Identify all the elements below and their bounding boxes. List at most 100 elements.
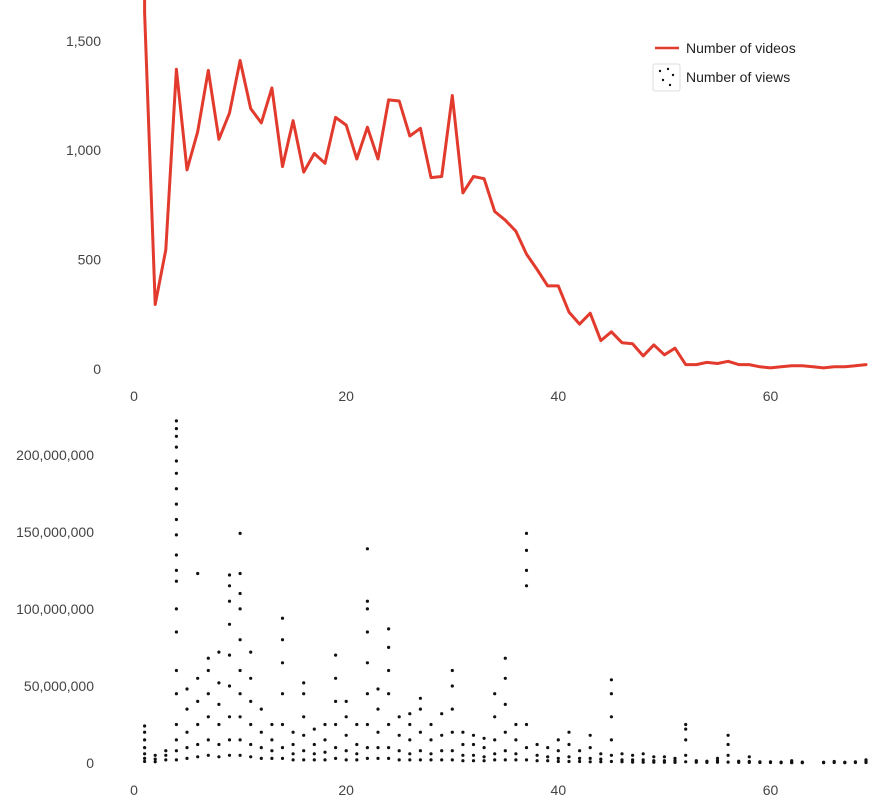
views-scatter-point: [578, 756, 582, 761]
views-scatter-point: [641, 760, 645, 764]
views-scatter-point: [206, 668, 210, 673]
views-scatter-point: [174, 459, 178, 463]
views-scatter-point: [174, 434, 178, 438]
views-scatter-point: [662, 759, 667, 763]
views-scatter-point: [291, 742, 295, 747]
views-scatter-point: [747, 759, 751, 764]
views-scatter-point: [631, 753, 635, 757]
views-scatter-point: [302, 733, 306, 737]
views-scatter-point: [588, 756, 592, 761]
views-scatter-point: [365, 607, 369, 611]
views-scatter-point: [387, 756, 391, 761]
views-scatter-point: [227, 653, 232, 657]
views-scatter-point: [196, 755, 200, 759]
views-scatter-point: [440, 749, 444, 753]
views-scatter-point: [482, 755, 486, 759]
views-scatter-point: [355, 758, 359, 762]
views-scatter-point: [280, 661, 285, 665]
legend-swatch-dot: [671, 73, 675, 77]
bottom-y-tick-label: 200,000,000: [16, 447, 94, 463]
views-scatter-point: [280, 638, 285, 642]
views-scatter-point: [227, 715, 232, 719]
views-scatter-point: [450, 758, 454, 762]
views-scatter-point: [365, 722, 369, 727]
views-scatter-point: [514, 758, 518, 762]
views-scatter-point: [493, 715, 497, 719]
views-scatter-point: [397, 749, 401, 753]
legend-label-views: Number of views: [686, 69, 790, 85]
views-scatter-point: [174, 692, 178, 696]
views-scatter-point: [227, 573, 232, 577]
views-scatter-point: [800, 760, 804, 764]
views-scatter-point: [174, 533, 178, 537]
views-scatter-point: [249, 742, 253, 747]
views-scatter-point: [206, 753, 210, 757]
views-scatter-point: [143, 759, 147, 764]
views-scatter-point: [174, 445, 178, 449]
top-x-tick-label: 40: [551, 388, 567, 404]
views-scatter-point: [440, 758, 444, 762]
views-scatter-point: [174, 738, 178, 742]
views-scatter-point: [387, 722, 391, 727]
views-scatter-point: [164, 753, 168, 757]
views-scatter-point: [376, 756, 380, 761]
views-scatter-point: [174, 427, 178, 431]
views-scatter-point: [673, 759, 677, 763]
bottom-y-tick-label: 150,000,000: [16, 524, 94, 540]
views-scatter-point: [514, 738, 518, 742]
views-scatter-point: [312, 758, 316, 762]
views-scatter-point: [535, 753, 539, 757]
views-scatter-point: [153, 753, 157, 757]
views-scatter-point: [429, 758, 433, 762]
views-scatter-point: [143, 730, 147, 734]
views-scatter-point: [355, 752, 359, 756]
views-scatter-point: [546, 746, 550, 750]
views-scatter-point: [440, 733, 444, 737]
views-scatter-point: [174, 758, 178, 762]
views-scatter-point: [620, 758, 624, 762]
views-scatter-point: [344, 715, 348, 719]
views-scatter-point: [270, 722, 274, 727]
views-scatter-point: [556, 756, 560, 761]
views-scatter-point: [323, 722, 327, 727]
views-scatter-point: [567, 755, 571, 759]
views-scatter-point: [726, 733, 730, 737]
views-scatter-point: [418, 749, 422, 753]
views-scatter-point: [174, 553, 178, 557]
views-scatter-point: [440, 712, 444, 716]
views-scatter-point: [196, 742, 200, 747]
top-x-tick-label: 0: [130, 388, 138, 404]
views-scatter-point: [196, 699, 200, 704]
views-scatter-point: [174, 471, 178, 475]
views-scatter-point: [227, 584, 232, 588]
views-scatter-point: [217, 681, 221, 685]
views-scatter-point: [249, 722, 253, 727]
views-scatter-point: [302, 749, 306, 753]
views-scatter-point: [259, 756, 263, 761]
views-scatter-point: [652, 759, 656, 763]
views-scatter-point: [206, 692, 210, 696]
views-scatter-point: [641, 758, 645, 762]
views-scatter-point: [174, 749, 178, 753]
views-scatter-point: [790, 759, 794, 763]
legend-swatch-scatter: [652, 63, 681, 92]
views-scatter-point: [185, 687, 189, 691]
views-scatter-point: [450, 730, 454, 734]
views-scatter-point: [238, 531, 242, 536]
views-scatter-point: [684, 722, 688, 727]
views-scatter-point: [259, 746, 263, 750]
views-scatter-point: [482, 736, 486, 740]
views-scatter-point: [143, 746, 147, 750]
views-scatter-point: [493, 692, 497, 696]
views-scatter-point: [408, 752, 412, 756]
views-scatter-point: [408, 758, 412, 762]
views-scatter-point: [227, 684, 232, 688]
views-scatter-point: [662, 755, 667, 759]
views-scatter-point: [535, 742, 539, 747]
views-scatter-point: [238, 753, 242, 757]
views-scatter-point: [578, 749, 582, 753]
views-scatter-point: [238, 715, 242, 719]
views-scatter-point: [418, 696, 422, 700]
views-scatter-point: [143, 756, 147, 761]
